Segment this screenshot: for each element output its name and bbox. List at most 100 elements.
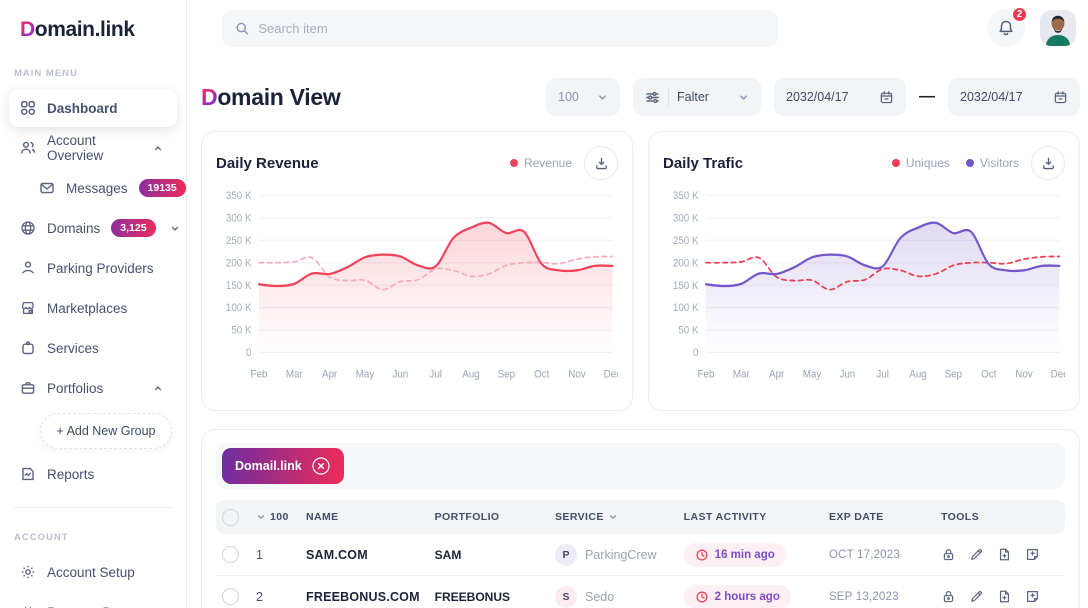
domain-name: SAM.COM — [306, 547, 368, 562]
svg-text:Jun: Jun — [392, 369, 408, 381]
sidebar-item-report-a-bug[interactable]: Report a Bug — [9, 593, 177, 608]
lock-icon[interactable] — [941, 547, 956, 562]
last-activity-pill: 16 min ago — [683, 542, 786, 567]
service-cell: P ParkingCrew — [555, 543, 684, 566]
daily-revenue-card: Daily Revenue Revenue 350 K 300 K 250 K 200… — [201, 131, 633, 411]
main-menu-label: MAIN MENU — [14, 68, 78, 79]
svg-text:Feb: Feb — [698, 369, 715, 381]
svg-text:250 K: 250 K — [226, 235, 252, 247]
svg-text:Feb: Feb — [251, 369, 268, 381]
service-column-header[interactable]: SERVICE — [555, 511, 684, 523]
sidebar-item-parking-providers[interactable]: Parking Providers — [9, 249, 177, 287]
sidebar-item-messages[interactable]: Messages 19135 — [28, 169, 186, 207]
service-cell: S Sedo — [555, 585, 684, 608]
select-all-checkbox[interactable] — [222, 508, 239, 526]
exp-date-column-header: EXP DATE — [828, 511, 884, 523]
count-column-header[interactable]: 100 — [256, 511, 306, 523]
svg-text:Jul: Jul — [876, 369, 889, 381]
last-activity-text: 16 min ago — [714, 548, 775, 561]
storefront-icon — [21, 301, 35, 315]
sidebar-item-dashboard[interactable]: Dashboard — [9, 89, 177, 127]
page-header: Domain View 100 Falter 2032/04/17 — — [201, 78, 1080, 116]
sliders-icon — [646, 91, 659, 103]
sidebar-item-marketplaces[interactable]: Marketplaces — [9, 289, 177, 327]
svg-text:Mar: Mar — [286, 369, 303, 381]
svg-text:Oct: Oct — [534, 369, 549, 381]
page-title: Domain View — [201, 84, 341, 111]
legend-dot — [965, 159, 974, 167]
calendar-icon — [880, 90, 893, 103]
pencil-icon[interactable] — [969, 547, 984, 562]
chevron-down-icon — [257, 515, 265, 520]
add-new-group-label: + Add New Group — [56, 424, 156, 438]
portfolio-name: FREEBONUS — [434, 589, 510, 604]
page-size-dropdown[interactable]: 100 — [546, 78, 620, 116]
last-activity-text: 2 hours ago — [714, 590, 780, 603]
brand-logo[interactable]: Domain.link — [0, 14, 186, 44]
table-row[interactable]: 1 SAM.COM SAM P ParkingCrew 16 min ago O… — [216, 534, 1065, 576]
search-bar — [222, 9, 778, 47]
svg-text:Mar: Mar — [733, 369, 750, 381]
notifications-button[interactable]: 2 — [987, 6, 1028, 47]
download-icon — [1042, 157, 1054, 169]
legend-dot — [891, 159, 900, 167]
svg-text:0: 0 — [246, 348, 252, 360]
table-header-row: 100 NAME PORTFOLIO SERVICE LAST ACTIVITY… — [216, 500, 1065, 534]
sidebar-item-domains[interactable]: Domains 3,125 — [9, 209, 178, 247]
avatar[interactable] — [1040, 10, 1076, 46]
sidebar-item-account-setup[interactable]: Account Setup — [9, 553, 177, 591]
date-to-picker[interactable]: 2032/04/17 — [948, 78, 1080, 116]
filter-dropdown[interactable]: Falter — [633, 78, 761, 116]
svg-text:Sep: Sep — [498, 369, 516, 381]
svg-text:Apr: Apr — [322, 369, 338, 381]
notifications-count-badge: 2 — [1011, 6, 1028, 23]
close-circle-icon[interactable] — [311, 456, 331, 476]
file-plus-icon[interactable] — [997, 547, 1012, 562]
download-chart-button[interactable] — [1031, 146, 1065, 180]
portfolio-name: SAM — [434, 547, 462, 562]
topbar: 2 — [187, 0, 1088, 56]
svg-text:0: 0 — [693, 348, 699, 360]
note-plus-icon[interactable] — [1025, 589, 1040, 604]
sidebar-item-label: Dashboard — [47, 100, 118, 116]
report-icon — [22, 467, 34, 481]
lock-icon[interactable] — [941, 589, 956, 604]
date-range-separator: — — [919, 88, 935, 105]
sidebar-item-label: Report a Bug — [47, 605, 166, 608]
chart-card-header: Daily Revenue Revenue — [216, 145, 618, 181]
chart-card-header: Daily Trafic Uniques Visitors — [663, 145, 1065, 181]
file-plus-icon[interactable] — [997, 589, 1012, 604]
svg-text:100 K: 100 K — [673, 303, 699, 315]
note-plus-icon[interactable] — [1025, 547, 1040, 562]
daily-trafic-card: Daily Trafic Uniques Visitors 350 K 300 K… — [648, 131, 1080, 411]
main-content: Domain View 100 Falter 2032/04/17 — — [187, 56, 1088, 608]
row-checkbox[interactable] — [222, 546, 239, 563]
svg-text:May: May — [356, 369, 375, 381]
sidebar: Domain.link MAIN MENU Dashboard Account … — [0, 0, 187, 608]
domains-table-card: Domail.link 100 NAME PORTFOLIO SERVICE L… — [201, 429, 1080, 608]
hand-coin-icon — [22, 261, 34, 274]
add-new-group-button[interactable]: + Add New Group — [40, 413, 172, 449]
service-initial-badge: P — [555, 543, 578, 566]
filter-chip-bar: Domail.link — [216, 443, 1065, 489]
filter-chip[interactable]: Domail.link — [222, 448, 344, 484]
pencil-icon[interactable] — [969, 589, 984, 604]
table-row[interactable]: 2 FREEBONUS.COM FREEBONUS S Sedo 2 hours… — [216, 576, 1065, 608]
row-tools — [941, 547, 1059, 562]
chevron-up-icon — [154, 145, 162, 150]
svg-text:Sep: Sep — [945, 369, 963, 381]
topbar-right: 2 — [987, 6, 1076, 47]
svg-text:200 K: 200 K — [673, 258, 699, 270]
sidebar-item-services[interactable]: Services — [9, 329, 177, 367]
sidebar-divider — [14, 507, 172, 508]
download-chart-button[interactable] — [584, 146, 618, 180]
sidebar-item-portfolios[interactable]: Portfolios — [9, 369, 177, 407]
sidebar-item-reports[interactable]: Reports — [9, 455, 177, 493]
service-initial-badge: S — [555, 585, 578, 608]
row-checkbox[interactable] — [222, 588, 239, 605]
search-input[interactable] — [258, 20, 765, 36]
sidebar-item-account-overview[interactable]: Account Overview — [9, 129, 177, 167]
date-from-picker[interactable]: 2032/04/17 — [774, 78, 906, 116]
clock-icon — [696, 548, 708, 561]
exp-date-cell: OCT 17,2023 — [828, 548, 900, 561]
